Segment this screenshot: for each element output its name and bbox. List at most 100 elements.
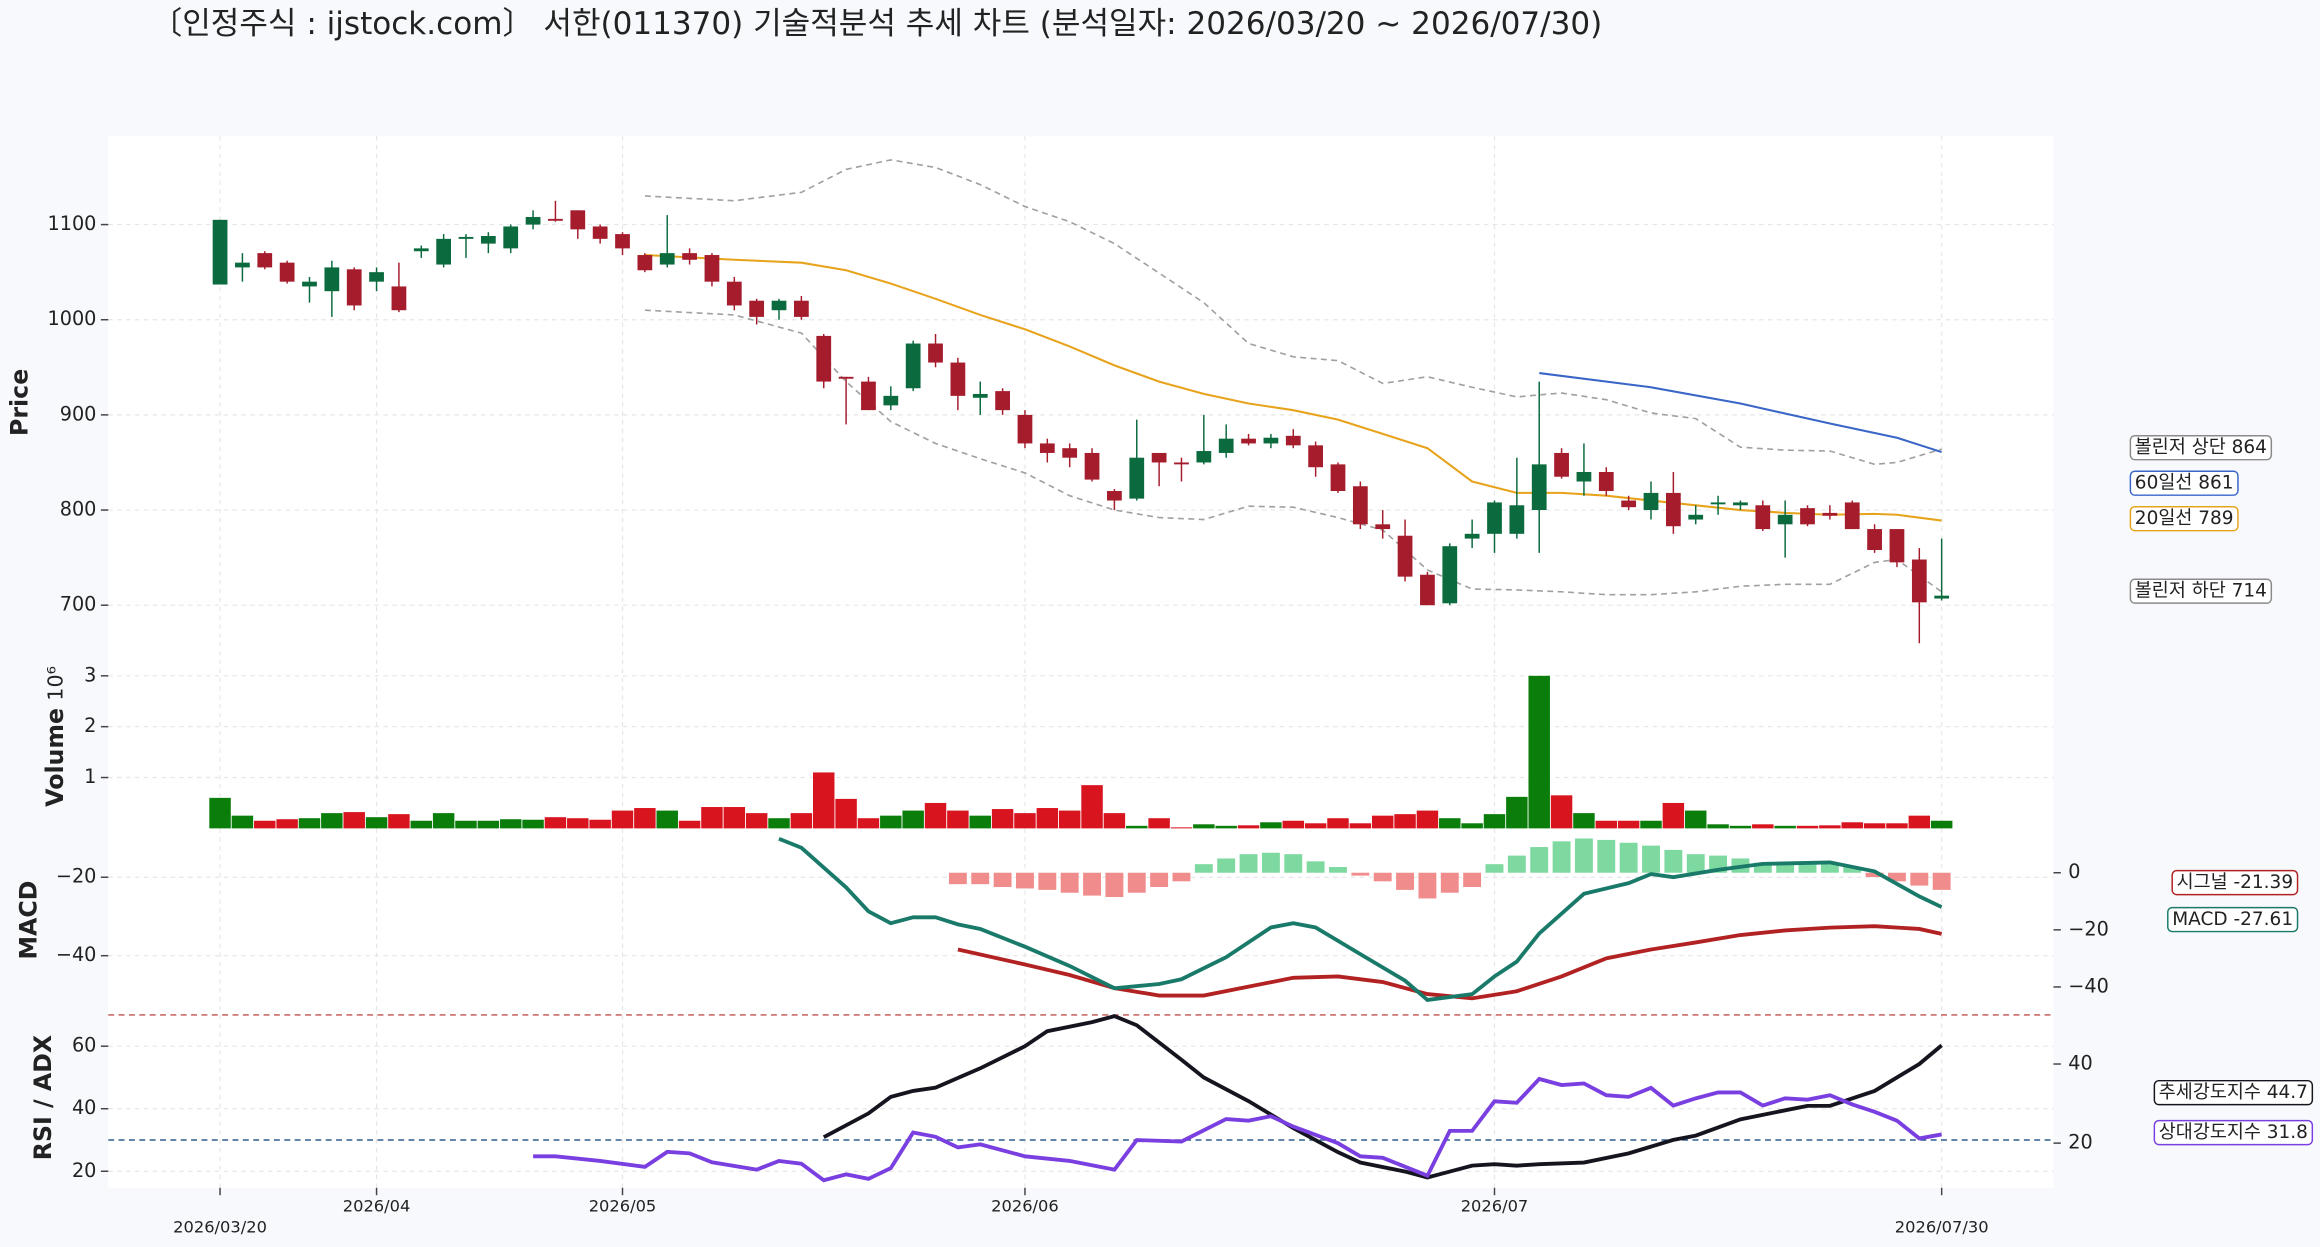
histogram-bar <box>1418 872 1437 899</box>
series-label: 볼린저 하단 714 <box>2135 581 2267 602</box>
histogram-bar <box>1843 867 1862 873</box>
y-axis-label: Price <box>5 369 33 436</box>
volume-bar <box>857 818 880 829</box>
indicator-line <box>957 924 1943 1001</box>
histogram-bar <box>1373 872 1392 882</box>
candle-body <box>369 272 384 282</box>
candle-body <box>1531 464 1547 511</box>
histogram-bar <box>1440 872 1459 893</box>
candle-body <box>570 210 586 230</box>
series-label: MACD -27.61 <box>2172 909 2293 930</box>
histogram-bar <box>993 872 1012 888</box>
candle-body <box>1598 471 1614 492</box>
volume-bar <box>1819 825 1841 829</box>
volume-bar <box>1327 818 1349 829</box>
y-axis-label: Volume <box>41 708 69 807</box>
candle-body <box>1911 559 1927 603</box>
y-tick-label: 2 <box>84 714 96 737</box>
candle-body <box>1151 452 1167 463</box>
y-axis-label: MACD <box>14 881 42 960</box>
candle-body <box>525 216 541 225</box>
histogram-bar <box>1396 872 1415 890</box>
candle-body <box>1777 514 1793 525</box>
histogram-bar <box>1351 872 1370 876</box>
candle-body <box>503 226 519 249</box>
y-tick-label: −40 <box>56 943 97 966</box>
series-label: 시그널 -21.39 <box>2177 872 2293 893</box>
histogram-bar <box>1261 852 1280 873</box>
volume-bar <box>701 807 723 829</box>
volume-bar <box>1729 825 1752 829</box>
candle-body <box>212 219 228 285</box>
series-label-box <box>2129 505 2239 532</box>
volume-bar <box>1886 823 1908 829</box>
y-tick-label: 1100 <box>48 212 97 235</box>
y-tick-label: 900 <box>60 402 97 425</box>
candle-body <box>391 286 407 311</box>
candle-body <box>436 238 452 265</box>
volume-bar <box>1461 823 1483 829</box>
plot-area <box>108 136 2054 1188</box>
candle-body <box>637 255 653 271</box>
series-label-box <box>2129 434 2273 461</box>
volume-bar <box>254 820 276 829</box>
series-label: 60일선 861 <box>2135 473 2234 494</box>
candle-body <box>324 267 340 292</box>
volume-bar <box>745 813 768 829</box>
x-tick-label: 2026/05 <box>589 1197 657 1216</box>
x-tick-label: 2026/03/20 <box>173 1217 267 1236</box>
candle-body <box>480 236 496 244</box>
series-label-box <box>2153 1079 2314 1106</box>
y2-tick-label: 40 <box>2068 1052 2092 1075</box>
candle-body <box>1241 438 1256 444</box>
histogram-bar <box>1888 872 1906 882</box>
histogram-bar <box>1239 854 1258 873</box>
histogram-bar <box>1284 854 1303 873</box>
volume-bar <box>209 797 231 829</box>
histogram-bar <box>1194 864 1213 873</box>
candle-body <box>302 281 317 287</box>
volume-bar <box>1304 823 1327 829</box>
y-axis-label: RSI / ADX <box>29 1035 57 1160</box>
candle-body <box>346 269 362 306</box>
x-tick-label: 2026/06 <box>991 1197 1059 1216</box>
volume-bar <box>432 813 455 829</box>
candle-body <box>1621 500 1637 508</box>
volume-bar <box>1014 813 1036 829</box>
volume-bar <box>1640 820 1662 829</box>
candle-body <box>905 343 921 389</box>
volume-bar <box>477 820 500 829</box>
candle-body <box>1710 502 1726 505</box>
y-tick-label: 700 <box>60 593 97 616</box>
histogram-bar <box>1753 862 1772 873</box>
volume-bar <box>969 815 991 829</box>
volume-bar <box>388 814 410 829</box>
histogram-bar <box>948 872 967 885</box>
volume-bar <box>544 817 567 829</box>
y-tick-label: 40 <box>72 1096 96 1119</box>
candle-body <box>1665 492 1681 527</box>
histogram-bar <box>1306 861 1325 873</box>
histogram-bar <box>1664 849 1683 873</box>
y-tick-label: 1 <box>84 765 96 788</box>
volume-bar <box>321 813 343 829</box>
series-label-box <box>2167 906 2299 933</box>
candle-body <box>1285 435 1301 446</box>
histogram-bar <box>1798 864 1817 873</box>
candle-body <box>1934 595 1950 599</box>
volume-bar <box>656 810 678 829</box>
candle-body <box>1352 486 1368 525</box>
volume-bar <box>1483 814 1506 829</box>
candle-body <box>1755 505 1771 530</box>
volume-bar <box>522 819 544 829</box>
candle-body <box>1218 438 1234 453</box>
volume-bar <box>1707 824 1729 829</box>
candle-body <box>1129 457 1145 499</box>
candle-body <box>1174 462 1189 465</box>
volume-bar <box>768 818 790 829</box>
candle-body <box>615 234 630 249</box>
volume-bar <box>723 807 746 829</box>
volume-bar <box>1282 820 1304 829</box>
volume-bar <box>1349 823 1372 829</box>
histogram-bar <box>1060 872 1079 893</box>
